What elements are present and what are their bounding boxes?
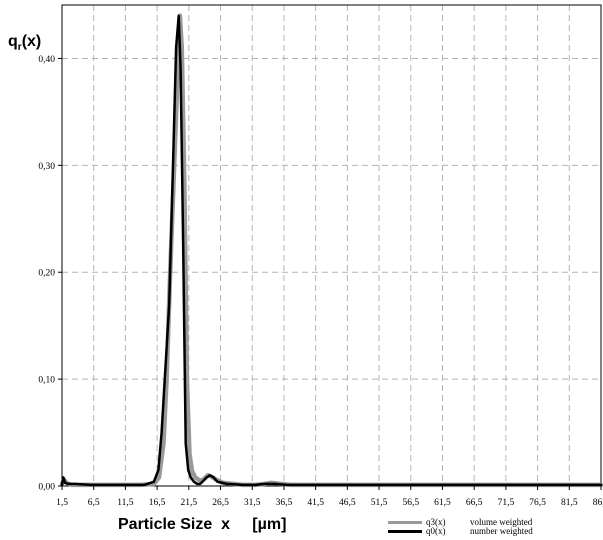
y-axis-title-subscript: r xyxy=(17,42,22,54)
y-axis-title-tail: (x) xyxy=(21,33,42,50)
y-tick-label: 0,00 xyxy=(38,483,55,493)
x-tick-label: 76,5 xyxy=(529,498,546,508)
y-tick-label: 0,10 xyxy=(38,376,55,386)
x-tick-label: 51,5 xyxy=(371,498,388,508)
x-tick-label: 71,5 xyxy=(498,498,515,508)
legend: q3(x) volume weighted q0(x) number weighte… xyxy=(388,518,598,540)
x-tick-label: 86,5 xyxy=(593,498,603,508)
x-tick-label: 56,5 xyxy=(402,498,419,508)
x-tick-label: 21,5 xyxy=(181,498,198,508)
y-tick-label: 0,30 xyxy=(38,162,55,172)
series-layer xyxy=(59,13,603,488)
legend-swatch-q3 xyxy=(388,521,422,525)
legend-label-q3: q3(x) xyxy=(426,518,446,527)
legend-entry-q3: q3(x) volume weighted xyxy=(388,518,598,527)
legend-description-q3: volume weighted xyxy=(470,518,533,527)
tick-labels: 1,5 6,5 11,5 16,5 21,5 26,5 31,5 36,5 41,5 46,5 51… xyxy=(38,55,603,508)
x-axis-title: Particle Size x [µm] xyxy=(118,516,287,533)
x-tick-label: 11,5 xyxy=(117,498,134,508)
x-tick-label: 1,5 xyxy=(56,498,68,508)
x-tick-label: 36,5 xyxy=(276,498,293,508)
y-axis-title: qr(x) xyxy=(8,33,41,53)
legend-label-q0: q0(x) xyxy=(426,526,446,536)
x-tick-label: 46,5 xyxy=(339,498,356,508)
x-tick-label: 16,5 xyxy=(149,498,166,508)
grid-lines xyxy=(61,5,602,487)
y-tick-label: 0,20 xyxy=(38,269,55,279)
legend-entry-q0: q0(x) number weighted xyxy=(388,527,598,536)
legend-description-q0: number weighted xyxy=(470,526,533,536)
x-tick-label: 81,5 xyxy=(561,498,578,508)
x-tick-label: 26,5 xyxy=(212,498,229,508)
x-tick-label: 66,5 xyxy=(466,498,483,508)
y-tick-label: 0,40 xyxy=(38,55,55,65)
x-tick-label: 61,5 xyxy=(434,498,451,508)
x-tick-label: 41,5 xyxy=(307,498,324,508)
legend-swatch-q0 xyxy=(388,530,422,534)
plot-frame xyxy=(61,4,602,487)
x-tick-label: 31,5 xyxy=(244,498,261,508)
x-tick-label: 6,5 xyxy=(88,498,100,508)
y-axis-title-base: q xyxy=(8,33,18,50)
series-line-q0x xyxy=(60,14,603,487)
series-line-q3x xyxy=(59,13,603,488)
